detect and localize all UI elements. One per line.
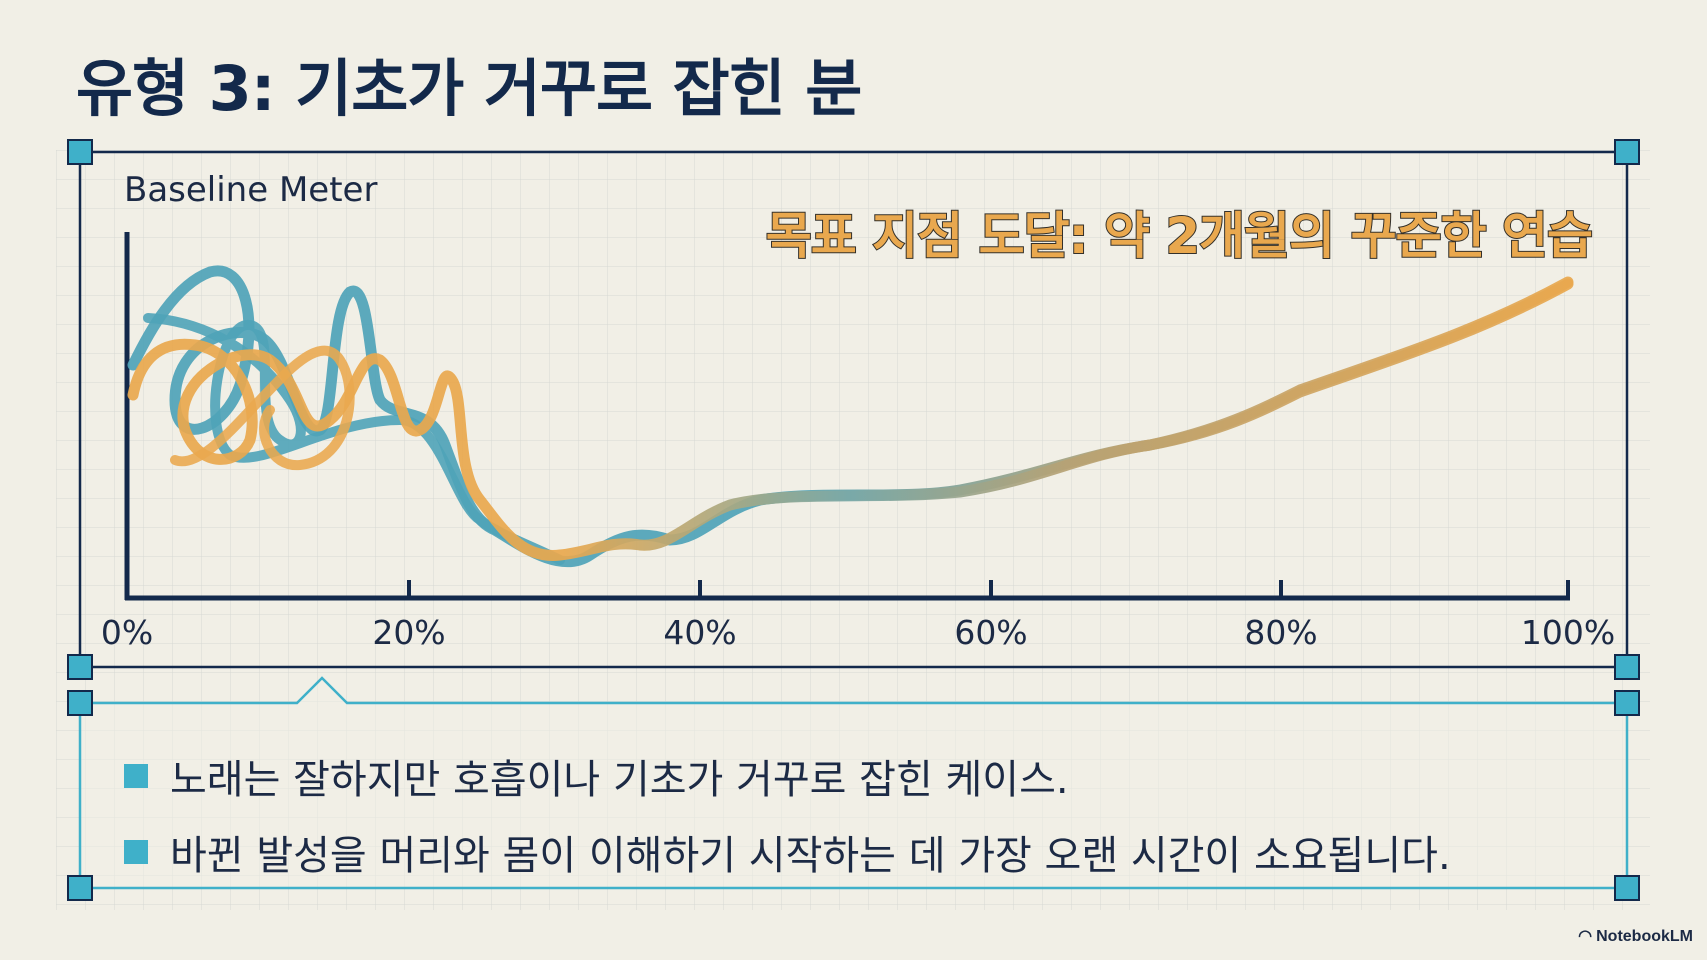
- notebooklm-logo-icon: ◠: [1578, 928, 1593, 945]
- x-tick-label: 0%: [100, 613, 154, 652]
- frame-corner: [67, 139, 93, 165]
- bullet-square-icon: [124, 840, 148, 864]
- bullet-list: 노래는 잘하지만 호흡이나 기초가 거꾸로 잡힌 케이스. 바뀐 발성을 머리와…: [124, 738, 1604, 890]
- callout-corner: [67, 875, 93, 901]
- frame-corner: [1614, 139, 1640, 165]
- bullet-item: 바뀐 발성을 머리와 몸이 이해하기 시작하는 데 가장 오랜 시간이 소요됩니…: [124, 814, 1604, 890]
- chart-frame: [78, 150, 1629, 669]
- callout-corner: [67, 690, 93, 716]
- bullet-item: 노래는 잘하지만 호흡이나 기초가 거꾸로 잡힌 케이스.: [124, 738, 1604, 814]
- callout-corner: [1614, 875, 1640, 901]
- bullet-square-icon: [124, 764, 148, 788]
- y-axis-label: Baseline Meter: [124, 170, 378, 210]
- bullet-text: 바뀐 발성을 머리와 몸이 이해하기 시작하는 데 가장 오랜 시간이 소요됩니…: [170, 833, 1451, 879]
- goal-annotation: 목표 지점 도달: 약 2개월의 꾸준한 연습: [765, 206, 1594, 266]
- series-line-teal-loop: [143, 313, 565, 565]
- page-title: 유형 3: 기초가 거꾸로 잡힌 분: [76, 52, 862, 125]
- frame-corner: [67, 654, 93, 680]
- x-tick-label: 20%: [372, 613, 446, 652]
- x-tick-label: 100%: [1520, 613, 1616, 652]
- brand-name: NotebookLM: [1596, 928, 1693, 945]
- bullet-text: 노래는 잘하지만 호흡이나 기초가 거꾸로 잡힌 케이스.: [170, 757, 1069, 803]
- x-tick-label: 80%: [1244, 613, 1318, 652]
- brand-watermark: ◠ NotebookLM: [1578, 926, 1693, 946]
- series-line-orange-loop: [170, 345, 355, 471]
- frame-corner: [1614, 654, 1640, 680]
- x-tick-label: 40%: [663, 613, 737, 652]
- series-line-orange: [127, 278, 1574, 561]
- callout-corner: [1614, 690, 1640, 716]
- x-tick-label: 60%: [954, 613, 1028, 652]
- callout-frame: [78, 676, 1629, 890]
